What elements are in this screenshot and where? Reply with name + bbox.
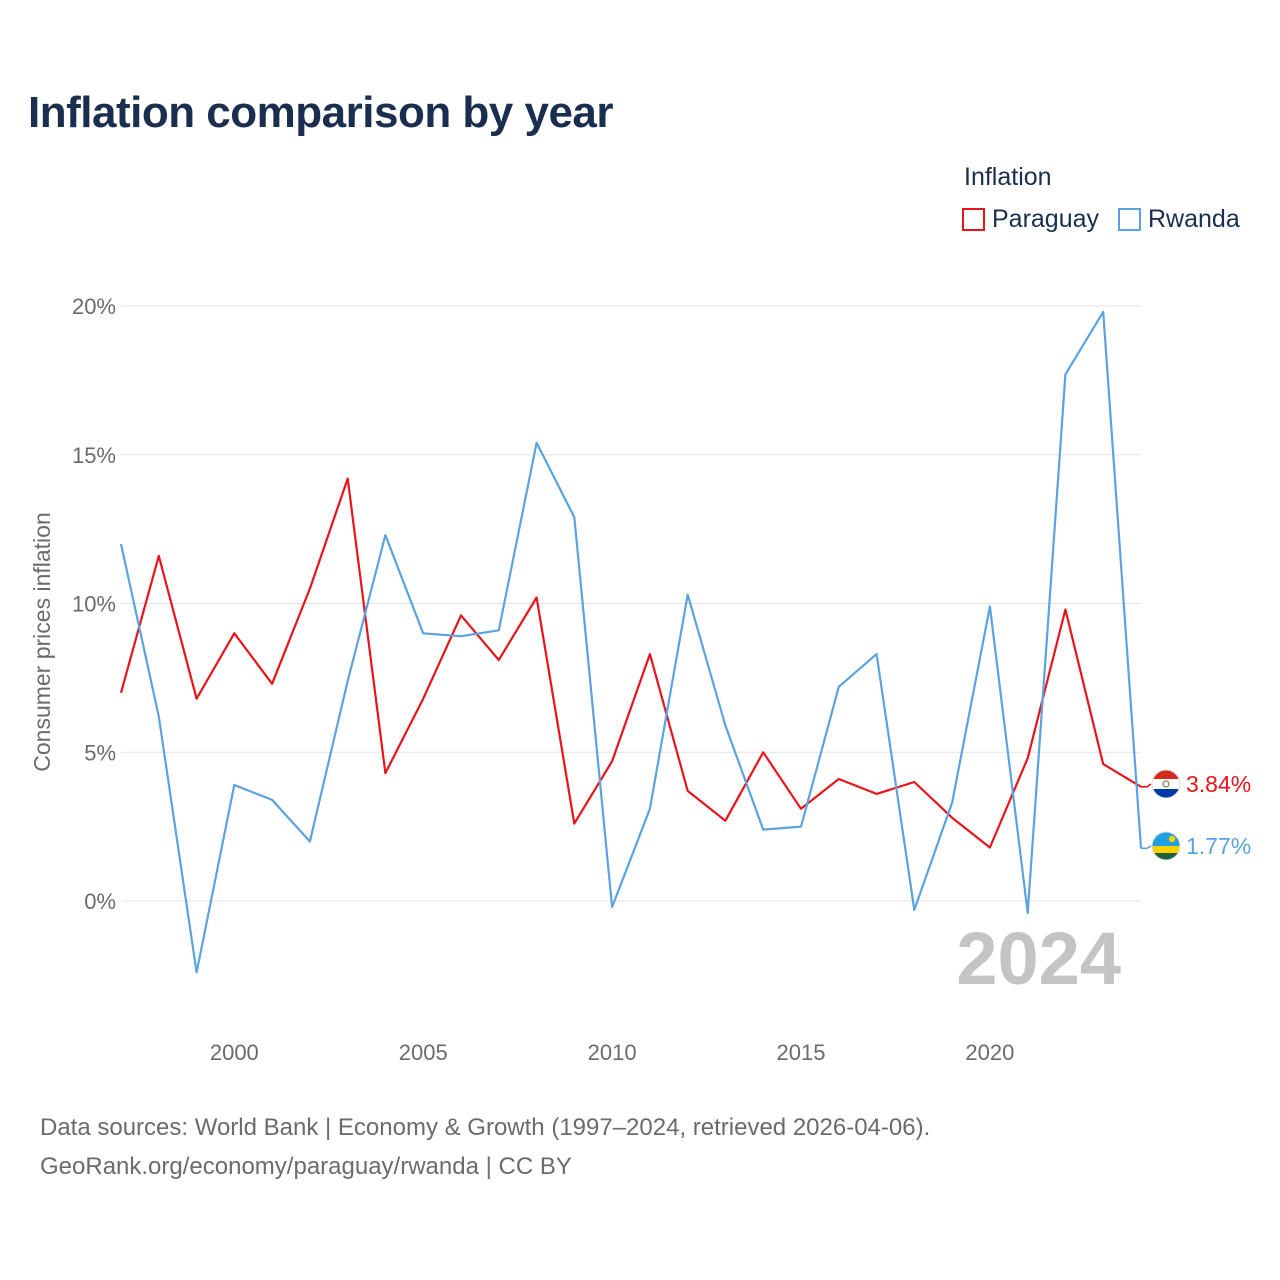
y-tick-label: 0% bbox=[84, 889, 116, 914]
y-tick-label: 20% bbox=[72, 294, 116, 319]
y-axis-label: Consumer prices inflation bbox=[29, 512, 55, 772]
end-value-label-rwanda: 1.77% bbox=[1186, 833, 1251, 859]
x-tick-label: 2020 bbox=[965, 1040, 1014, 1065]
end-connector-rwanda bbox=[1141, 845, 1152, 850]
legend-swatch-rwanda bbox=[1118, 208, 1141, 231]
legend-title: Inflation bbox=[964, 163, 1052, 191]
x-tick-label: 2000 bbox=[210, 1040, 259, 1065]
legend-swatch-paraguay bbox=[962, 208, 985, 231]
x-tick-label: 2010 bbox=[588, 1040, 637, 1065]
legend-item-rwanda[interactable]: Rwanda bbox=[1118, 205, 1240, 234]
source-note: Data sources: World Bank | Economy & Gro… bbox=[40, 1108, 930, 1186]
source-line-1: Data sources: World Bank | Economy & Gro… bbox=[40, 1114, 931, 1141]
series-line-paraguay bbox=[119, 477, 1142, 849]
x-tick-label: 2005 bbox=[399, 1040, 448, 1065]
legend-label-rwanda: Rwanda bbox=[1148, 205, 1240, 233]
paraguay-flag-icon bbox=[1151, 769, 1181, 799]
y-tick-label: 15% bbox=[72, 443, 116, 468]
end-connector-paraguay bbox=[1141, 783, 1152, 788]
legend-item-paraguay[interactable]: Paraguay bbox=[962, 205, 1099, 234]
end-value-label-paraguay: 3.84% bbox=[1186, 771, 1251, 797]
series-line-rwanda bbox=[119, 310, 1143, 974]
year-watermark: 2024 bbox=[956, 917, 1121, 1000]
y-tick-label: 5% bbox=[84, 740, 116, 765]
source-line-2[interactable]: GeoRank.org/economy/paraguay/rwanda | CC… bbox=[40, 1153, 572, 1180]
y-tick-label: 10% bbox=[72, 592, 116, 617]
legend-label-paraguay: Paraguay bbox=[992, 205, 1100, 233]
chart-title: Inflation comparison by year bbox=[28, 88, 614, 137]
line-chart: 0% 5% 10% 15% 20% 2000 2005 2010 2015 2020 Consume… bbox=[29, 294, 1251, 1065]
x-tick-label: 2015 bbox=[777, 1040, 826, 1065]
rwanda-flag-icon bbox=[1151, 831, 1181, 861]
